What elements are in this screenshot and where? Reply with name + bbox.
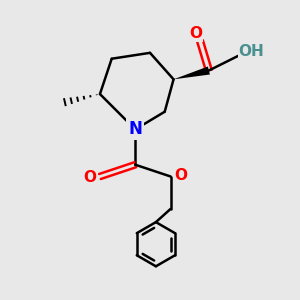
Polygon shape <box>174 67 210 79</box>
Text: O: O <box>83 170 96 185</box>
Text: N: N <box>128 120 142 138</box>
Text: O: O <box>189 26 202 41</box>
Text: OH: OH <box>239 44 265 59</box>
Text: O: O <box>174 167 188 182</box>
